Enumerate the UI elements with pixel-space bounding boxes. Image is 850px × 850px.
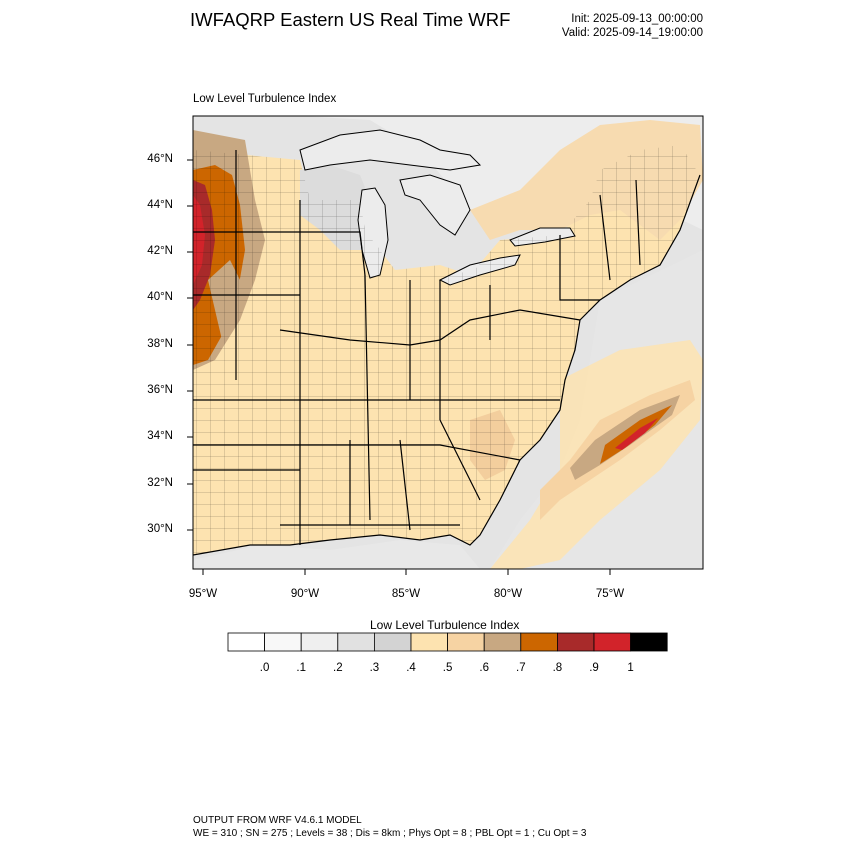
lon-label: 90°W [290, 588, 320, 600]
lat-label: 40°N [147, 291, 173, 303]
colorbar-tick-label: .8 [552, 662, 563, 674]
colorbar-box [520, 632, 558, 652]
colorbar-box [373, 632, 412, 652]
lon-ticks [202, 569, 611, 575]
map-field [193, 116, 703, 569]
lon-label: 85°W [391, 588, 421, 600]
colorbar-tick-label: .9 [589, 662, 599, 674]
colorbar-tick-label: .7 [516, 662, 526, 674]
main-title: IWFAQRP Eastern US Real Time WRF [190, 9, 511, 30]
lat-label: 38°N [147, 338, 173, 350]
colorbar-tick-label: 1 [627, 662, 634, 674]
colorbar-tick-label: .6 [479, 662, 489, 674]
colorbar-tick-label: .4 [406, 662, 416, 674]
colorbar-tick-label: .1 [296, 662, 306, 674]
colorbar-box [556, 632, 595, 652]
lat-label: 42°N [147, 245, 173, 257]
colorbar-tick-label: .2 [333, 662, 343, 674]
colorbar-box [410, 632, 448, 652]
map-frame [192, 115, 704, 570]
lake-superior [299, 129, 482, 171]
panel-title: Low Level Turbulence Index [193, 93, 337, 105]
colorbar-box [300, 632, 339, 652]
lat-label: 36°N [147, 384, 173, 396]
lat-label: 32°N [147, 477, 173, 489]
county-lines [193, 145, 700, 555]
coastline [193, 174, 701, 556]
colorbar-box [227, 632, 265, 652]
lat-label: 34°N [147, 430, 173, 442]
footer-config: WE = 310 ; SN = 275 ; Levels = 38 ; Dis … [193, 828, 587, 839]
lon-label: 75°W [595, 588, 625, 600]
colorbar-title: Low Level Turbulence Index [370, 618, 520, 632]
state-borders [193, 150, 641, 545]
lake-huron [399, 174, 471, 236]
lat-label: 44°N [147, 199, 173, 211]
colorbar-box [264, 632, 302, 652]
colorbar-tick-label: .5 [442, 662, 453, 674]
colorbar-tick-label: .0 [259, 662, 270, 674]
lon-label: 95°W [188, 588, 218, 600]
footer-model: OUTPUT FROM WRF V4.6.1 MODEL [193, 815, 362, 826]
colorbar-box [483, 632, 522, 652]
colorbar-box [593, 632, 631, 652]
colorbar [227, 632, 668, 652]
lat-label: 30°N [147, 523, 173, 535]
colorbar-tick-label: .3 [369, 662, 380, 674]
gulf-field [193, 540, 480, 569]
plume-red [615, 418, 658, 450]
lat-ticks [187, 159, 193, 531]
valid-time: Valid: 2025-09-14_19:00:00 [561, 27, 703, 39]
colorbar-box [630, 632, 668, 652]
colorbar-box [447, 632, 485, 652]
colorbar-box [337, 632, 375, 652]
lon-label: 80°W [493, 588, 523, 600]
lat-label: 46°N [147, 153, 173, 165]
init-time: Init: 2025-09-13_00:00:00 [571, 13, 703, 25]
